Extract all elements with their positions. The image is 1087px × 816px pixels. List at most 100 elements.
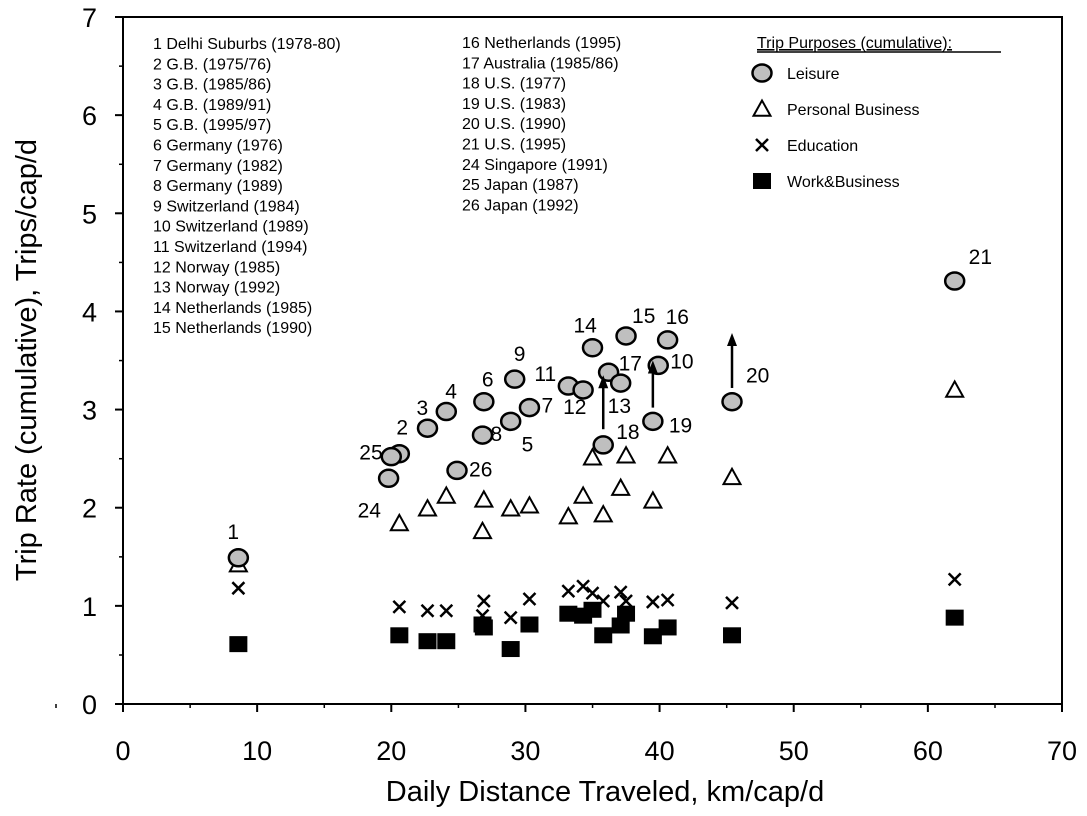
y-tick-label: 3 xyxy=(82,396,97,426)
y-tick-label: 6 xyxy=(82,101,97,131)
education-point xyxy=(420,603,435,618)
legend-marker-work-business xyxy=(753,173,771,189)
leisure-point xyxy=(615,326,637,346)
education-point xyxy=(645,595,660,609)
legend: Trip Purposes (cumulative): Leisure Perso… xyxy=(751,35,1001,191)
education-point xyxy=(522,592,537,606)
study-key-column-1: 1 Delhi Suburbs (1978-80) 2 G.B. (1975/76… xyxy=(153,36,341,337)
personal-business-point xyxy=(500,498,521,517)
leisure-point xyxy=(499,411,522,432)
study-key-entry: 25 Japan (1987) xyxy=(462,177,579,194)
personal-business-point xyxy=(473,489,495,508)
leisure-point xyxy=(435,401,458,422)
point-label: 15 xyxy=(632,305,655,328)
study-key-entry: 24 Singapore (1991) xyxy=(462,157,608,174)
point-label: 11 xyxy=(534,363,556,386)
point-label: 6 xyxy=(482,369,494,392)
leisure-point xyxy=(592,435,614,455)
x-tick-label: 50 xyxy=(779,736,809,766)
legend-label-leisure: Leisure xyxy=(787,66,840,83)
education-point xyxy=(596,594,611,608)
point-label: 14 xyxy=(574,315,598,338)
personal-business-point xyxy=(436,485,457,504)
personal-business-point xyxy=(572,485,594,504)
study-key-entry: 12 Norway (1985) xyxy=(153,259,280,276)
point-label: 7 xyxy=(541,395,553,418)
point-label: 16 xyxy=(666,306,689,329)
education-point xyxy=(439,603,454,618)
education-point xyxy=(725,596,739,610)
trend-arrowhead xyxy=(647,360,658,374)
study-key-entry: 5 G.B. (1995/97) xyxy=(153,117,271,134)
education-point xyxy=(392,599,407,614)
personal-business-point xyxy=(417,498,438,517)
personal-business-point xyxy=(519,495,540,514)
study-key-entry: 18 U.S. (1977) xyxy=(462,76,566,93)
trend-arrowhead xyxy=(727,333,738,347)
point-label: 18 xyxy=(616,421,639,444)
point-label: 13 xyxy=(608,395,631,418)
point-label: 17 xyxy=(619,352,642,375)
study-key-entry: 19 U.S. (1983) xyxy=(462,96,566,113)
legend-label-education: Education xyxy=(787,138,858,155)
study-key-entry: 3 G.B. (1985/86) xyxy=(153,77,271,94)
x-axis-label: Daily Distance Traveled, km/cap/d xyxy=(386,776,824,808)
plot-frame xyxy=(122,16,1063,705)
leisure-point xyxy=(380,446,403,467)
point-label: 2 xyxy=(396,417,408,440)
point-label: 4 xyxy=(445,381,457,404)
point-label: 9 xyxy=(514,343,526,366)
leisure-point xyxy=(377,468,400,489)
x-tick-label: 20 xyxy=(376,736,406,766)
point-label: 20 xyxy=(746,365,769,388)
study-key-entry: 13 Norway (1992) xyxy=(153,280,280,297)
point-label: 25 xyxy=(359,442,382,465)
leisure-point xyxy=(721,391,743,412)
leisure-point xyxy=(943,271,966,291)
work-business-point xyxy=(723,627,742,644)
study-key-entry: 14 Netherlands (1985) xyxy=(153,300,312,317)
study-key-entry: 4 G.B. (1989/91) xyxy=(153,97,271,114)
personal-business-point xyxy=(642,490,664,509)
legend-label-work-business: Work&Business xyxy=(787,174,900,191)
education-point xyxy=(619,594,633,608)
education-point xyxy=(613,585,628,600)
point-label: 10 xyxy=(670,350,693,373)
leisure-point xyxy=(642,411,664,432)
y-tick-label: 5 xyxy=(82,199,97,229)
work-business-point xyxy=(520,616,539,633)
point-label: 5 xyxy=(522,433,534,456)
personal-business-point xyxy=(944,379,965,398)
y-tick-label: 1 xyxy=(82,592,97,622)
education-point xyxy=(660,593,675,607)
y-tick-label: 4 xyxy=(82,297,97,327)
leisure-point xyxy=(581,337,604,358)
study-key-entry: 8 Germany (1989) xyxy=(153,178,283,195)
education-point xyxy=(476,594,491,608)
study-key-entry: 7 Germany (1982) xyxy=(153,158,283,175)
legend-marker-leisure xyxy=(751,63,773,83)
work-business-point xyxy=(418,633,437,650)
point-label: 12 xyxy=(563,396,586,419)
education-point xyxy=(561,584,576,599)
personal-business-point xyxy=(721,466,743,486)
leisure-point xyxy=(503,369,526,389)
personal-business-point xyxy=(615,445,637,464)
study-key-entry: 11 Switzerland (1994) xyxy=(153,239,307,256)
work-business-point xyxy=(643,628,662,645)
work-business-point xyxy=(658,619,677,636)
education-point xyxy=(475,608,490,623)
education-point xyxy=(231,581,246,596)
study-key-entry: 17 Australia (1985/86) xyxy=(462,55,619,72)
study-key-entry: 2 G.B. (1975/76) xyxy=(153,56,271,73)
point-label: 26 xyxy=(469,458,492,481)
work-business-point xyxy=(473,616,492,633)
work-business-point xyxy=(617,605,636,622)
leisure-point xyxy=(473,391,495,412)
legend-title: Trip Purposes (cumulative): xyxy=(757,35,952,52)
personal-business-point xyxy=(610,477,631,496)
x-tick-label: 40 xyxy=(645,736,675,766)
